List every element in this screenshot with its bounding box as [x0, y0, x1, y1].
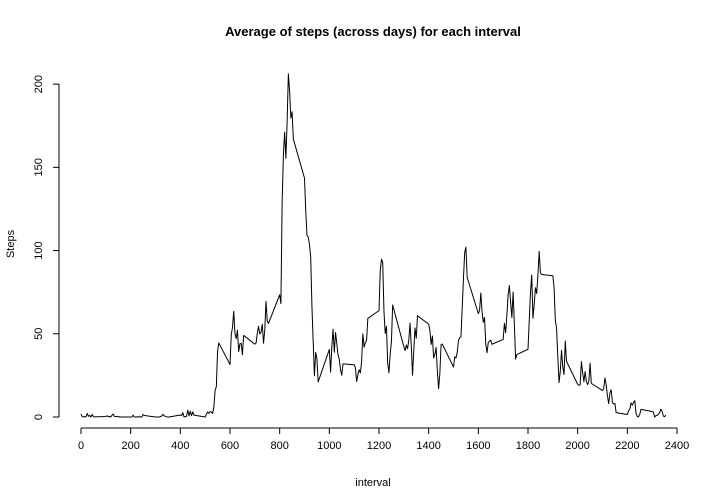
x-tick-label: 1400	[416, 440, 440, 452]
y-tick-label: 0	[33, 414, 45, 420]
plot-area	[80, 73, 667, 418]
x-tick-label: 600	[221, 440, 239, 452]
x-tick-label: 2000	[565, 440, 589, 452]
x-tick-label: 1200	[367, 440, 391, 452]
x-tick-label: 200	[121, 440, 139, 452]
series-line	[80, 73, 667, 418]
y-tick-label: 150	[33, 158, 45, 176]
y-tick-label: 50	[33, 328, 45, 340]
axes: 0 200 400 600 800 1000 1200 1400 1600 1800 2000 220…	[33, 75, 689, 452]
x-tick-label: 2400	[665, 440, 689, 452]
x-tick-label: 1600	[466, 440, 490, 452]
x-tick-label: 1800	[516, 440, 540, 452]
y-tick-label: 100	[33, 241, 45, 259]
x-axis-label: interval	[355, 477, 390, 489]
x-tick-label: 800	[270, 440, 288, 452]
chart-title: Average of steps (across days) for each …	[225, 24, 521, 39]
x-tick-label: 400	[171, 440, 189, 452]
x-tick-label: 0	[78, 440, 84, 452]
y-axis-label: Steps	[5, 229, 17, 258]
x-tick-label: 1000	[317, 440, 341, 452]
y-tick-label: 200	[33, 75, 45, 93]
x-tick-label: 2200	[615, 440, 639, 452]
